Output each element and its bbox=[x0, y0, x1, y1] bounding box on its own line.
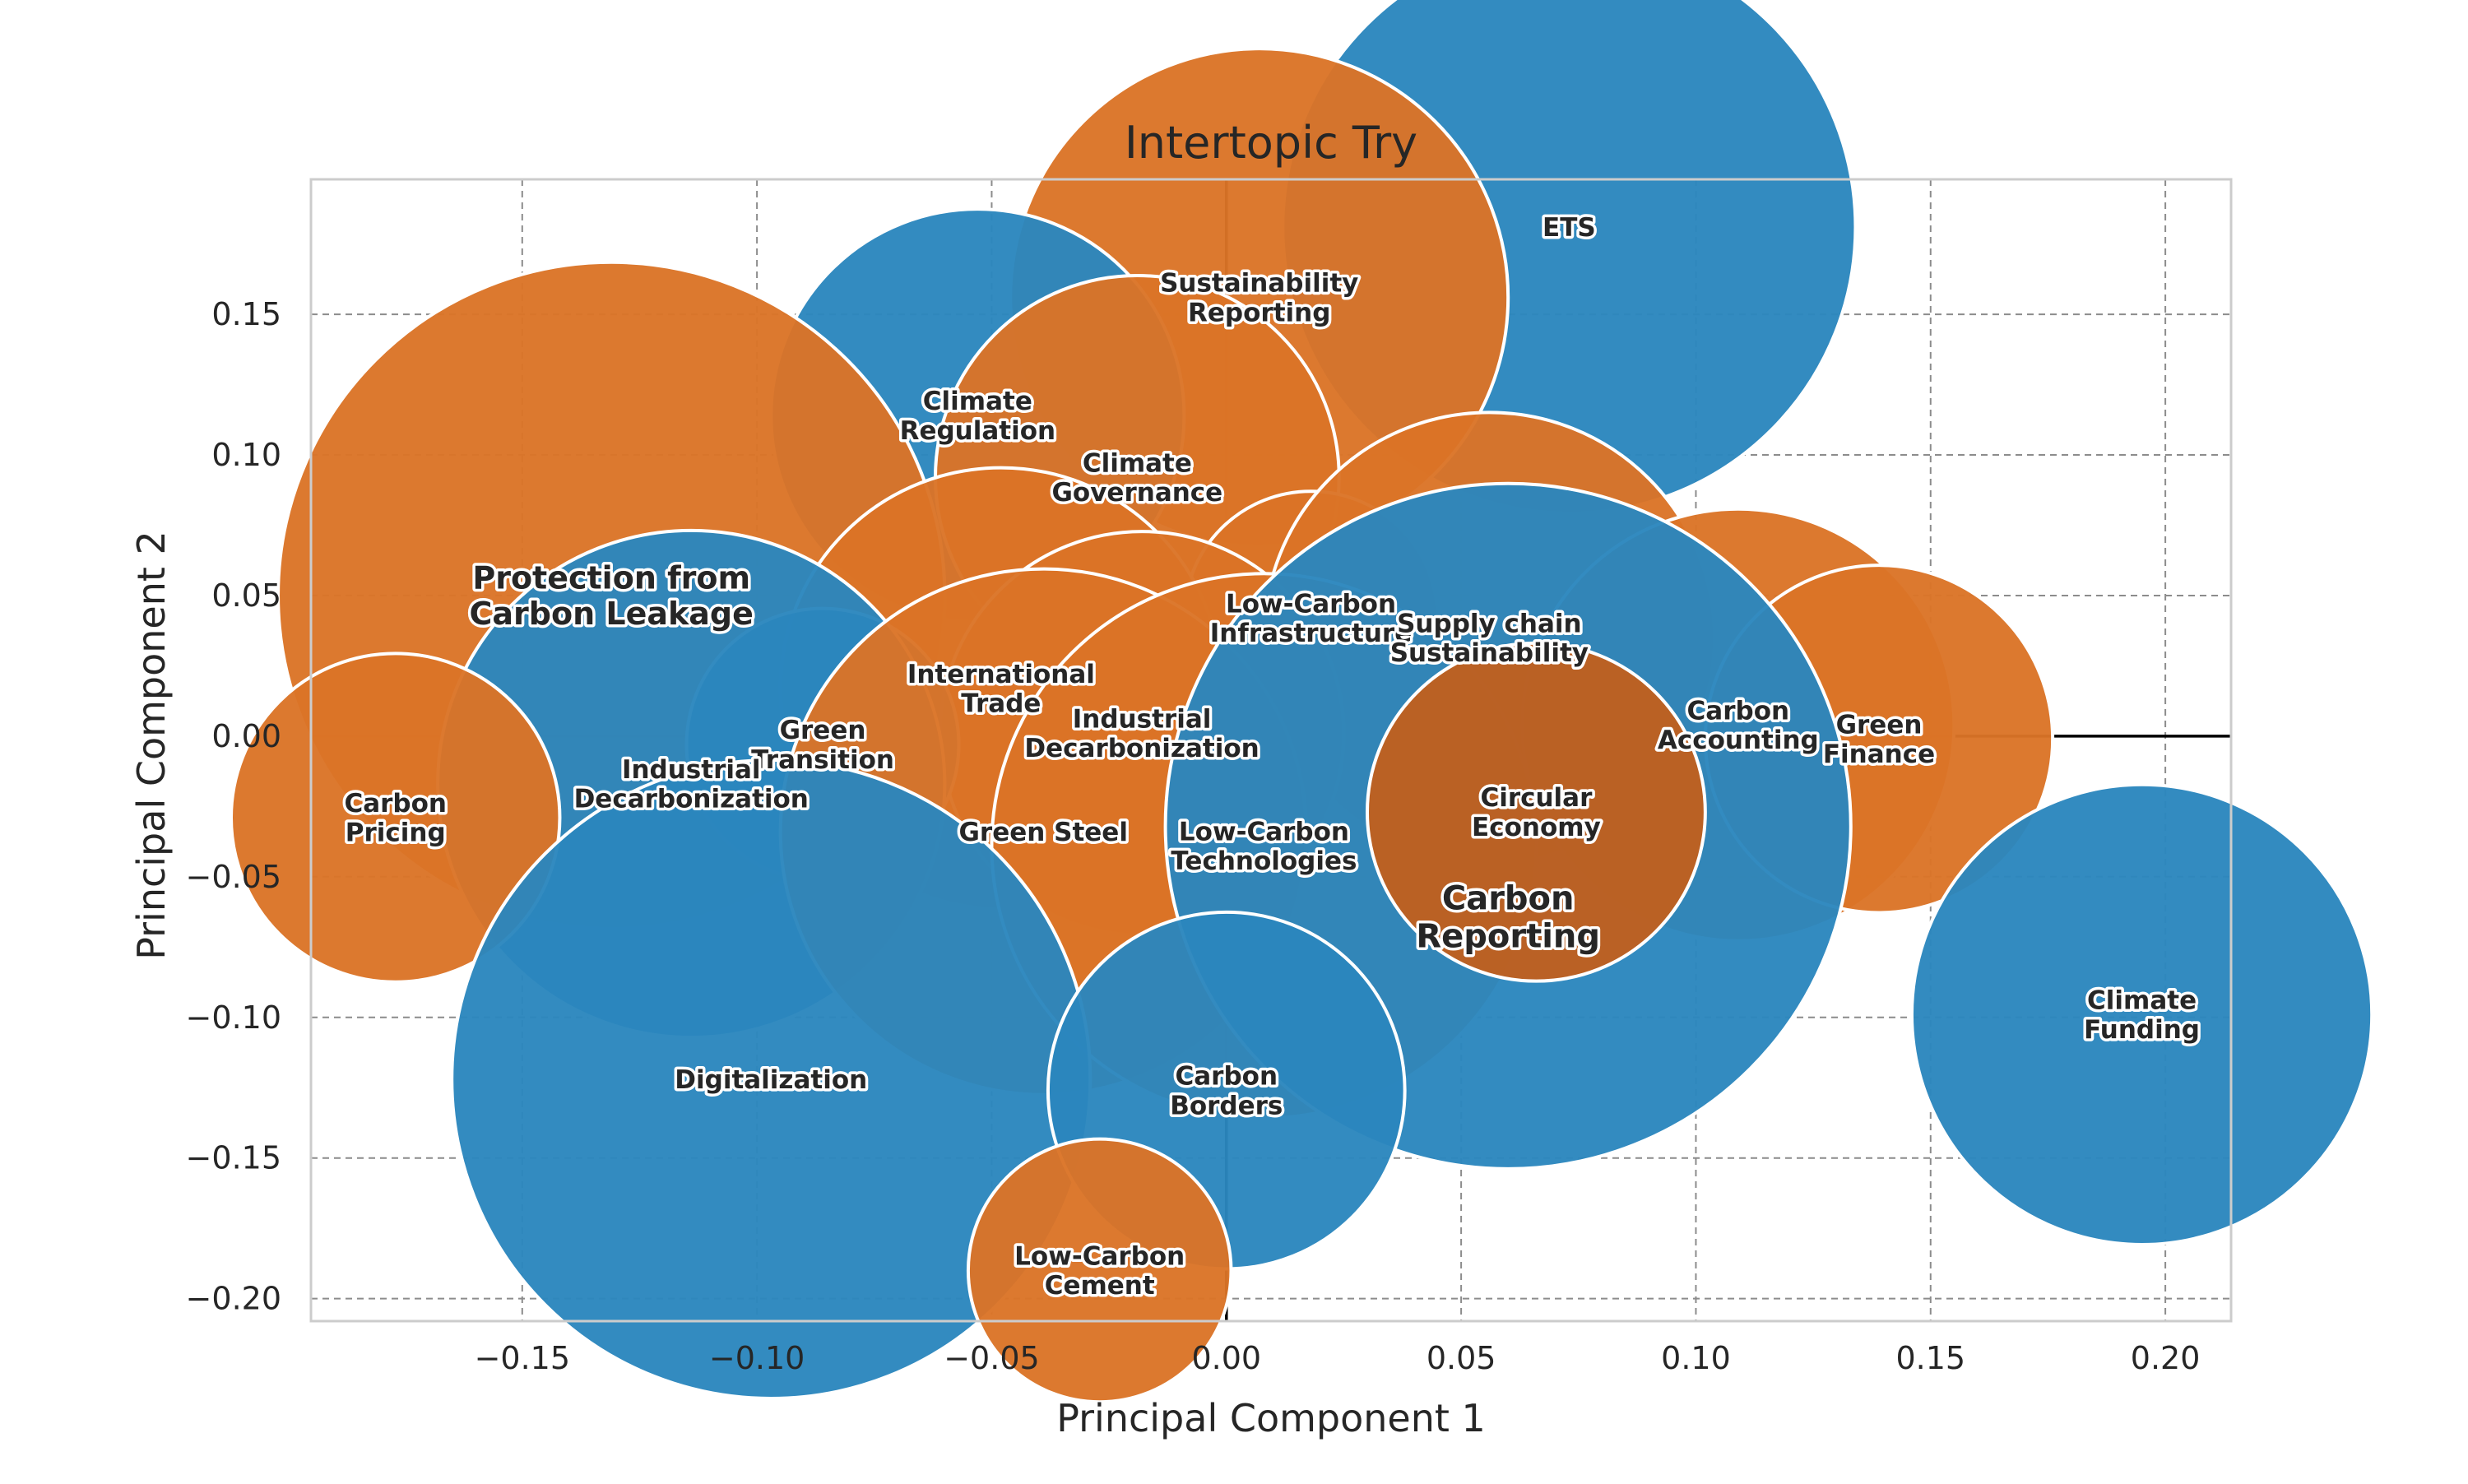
bubble-label-line: Green Steel bbox=[958, 818, 1127, 847]
bubble-label-line: Decarbonization bbox=[574, 785, 809, 814]
bubble-label-line: Reporting bbox=[1188, 298, 1330, 327]
bubble-label-line: Carbon bbox=[344, 789, 447, 819]
bubble-label-line: Low-Carbon bbox=[1014, 1241, 1185, 1271]
bubble-label-line: Digitalization bbox=[675, 1065, 867, 1095]
x-axis-title: Principal Component 1 bbox=[1056, 1396, 1486, 1440]
bubble-label: Protection from Carbon Leakage bbox=[470, 559, 754, 632]
y-axis-title: Principal Component 2 bbox=[129, 531, 174, 960]
y-tick-label: 0.15 bbox=[211, 296, 281, 332]
x-tick-label: 0.20 bbox=[2131, 1340, 2201, 1376]
bubble-label-line: Low-Carbon bbox=[1226, 589, 1396, 619]
bubble-label-line: Climate bbox=[923, 387, 1032, 416]
bubble-label-line: Pricing bbox=[346, 819, 446, 848]
bubble-layer bbox=[229, 0, 2374, 1404]
bubble-label: Digitalization bbox=[675, 1065, 867, 1095]
y-tick-label: 0.00 bbox=[211, 718, 281, 754]
bubble-label-line: Economy bbox=[1472, 813, 1601, 842]
bubble-label: Industrial Decarbonization bbox=[574, 755, 809, 814]
bubble-label-line: Carbon bbox=[1687, 696, 1790, 726]
x-tick-label: −0.15 bbox=[475, 1340, 570, 1376]
x-tick-label: 0.10 bbox=[1661, 1340, 1731, 1376]
y-tick-label: −0.20 bbox=[186, 1281, 281, 1317]
bubble-label: Carbon Borders bbox=[1170, 1062, 1283, 1121]
bubble-label-line: Accounting bbox=[1658, 726, 1819, 755]
bubble-label: Carbon Reporting bbox=[1416, 879, 1600, 955]
bubble-label-line: Trade bbox=[961, 689, 1041, 718]
bubble-label: Green Transition bbox=[751, 716, 894, 775]
x-tick-label: −0.10 bbox=[709, 1340, 805, 1376]
bubble-label-line: Green bbox=[780, 716, 866, 745]
bubble-label-line: Reporting bbox=[1416, 917, 1600, 955]
tick-label-layer: −0.15 −0.10 −0.05 0.00 0.05 0.10 0.15 0.20 0.15 0… bbox=[186, 296, 2201, 1376]
bubble-label-line: Green bbox=[1836, 710, 1923, 740]
bubble-label-line: Climate bbox=[2087, 985, 2197, 1015]
bubble-label-line: Carbon bbox=[1442, 879, 1575, 917]
bubble-label: ETS bbox=[1542, 213, 1596, 243]
y-tick-label: −0.15 bbox=[186, 1140, 281, 1176]
y-tick-label: 0.10 bbox=[211, 437, 281, 473]
bubble-label-line: Climate bbox=[1083, 448, 1192, 478]
bubble-label-line: Borders bbox=[1170, 1091, 1283, 1120]
bubble-label-line: Industrial bbox=[1073, 705, 1212, 735]
x-tick-label: −0.05 bbox=[944, 1340, 1039, 1376]
bubble-label-line: Decarbonization bbox=[1024, 734, 1259, 763]
x-tick-label: 0.15 bbox=[1895, 1340, 1965, 1376]
bubble-label-line: Carbon Leakage bbox=[470, 596, 754, 632]
bubble-label-line: Governance bbox=[1051, 478, 1222, 508]
bubble-label-line: Sustainability bbox=[1160, 269, 1358, 299]
bubble-label-line: Cement bbox=[1045, 1271, 1155, 1301]
bubble-label-line: Funding bbox=[2084, 1015, 2200, 1045]
bubble-label: Supply chain Sustainability bbox=[1390, 609, 1589, 668]
bubble-label-line: Technologies bbox=[1171, 846, 1357, 876]
bubble-label-line: Sustainability bbox=[1390, 638, 1589, 668]
bubble-label: Carbon Pricing bbox=[344, 789, 447, 848]
plot-frame bbox=[309, 178, 2233, 1323]
bubble-label: Industrial Decarbonization bbox=[1024, 705, 1259, 764]
bubble-label: Low-Carbon Technologies bbox=[1171, 817, 1357, 876]
y-tick-label: −0.05 bbox=[186, 859, 281, 895]
bubble-label-line: Industrial bbox=[622, 755, 761, 785]
bubble-label-line: Infrastructure bbox=[1210, 619, 1413, 648]
bubble-label: Sustainability Reporting bbox=[1160, 269, 1358, 328]
bubble-label-line: Protection from bbox=[472, 559, 750, 596]
bubble-label: Low-Carbon Infrastructure bbox=[1210, 589, 1413, 648]
bubble-low-carbon-cement bbox=[966, 1137, 1233, 1404]
bubble-label-line: ETS bbox=[1542, 213, 1596, 243]
bubble-circular-economy bbox=[1365, 641, 1707, 983]
bubble-label: Green Finance bbox=[1823, 710, 1935, 769]
bubble-label-line: Low-Carbon bbox=[1179, 817, 1349, 846]
bubble-label-line: Regulation bbox=[900, 416, 1056, 446]
bubble-label: International Trade bbox=[907, 660, 1095, 719]
bubble-label-line: Finance bbox=[1823, 740, 1935, 769]
bubble-label: Circular Economy bbox=[1472, 783, 1601, 842]
bubble-label-line: Carbon bbox=[1176, 1062, 1278, 1092]
bubble-label-line: International bbox=[907, 660, 1095, 689]
bubble-label-line: Transition bbox=[751, 745, 894, 775]
y-tick-label: 0.05 bbox=[211, 577, 281, 614]
bubble-label: Carbon Accounting bbox=[1658, 696, 1819, 755]
bubble-label: Low-Carbon Cement bbox=[1014, 1241, 1185, 1301]
bubble-label-line: Circular bbox=[1480, 783, 1593, 813]
bubble-label: Climate Regulation bbox=[900, 387, 1056, 446]
plot-border bbox=[309, 178, 2233, 1323]
bubble-climate-funding bbox=[1909, 782, 2374, 1246]
bubble-carbon-pricing bbox=[229, 652, 562, 984]
y-tick-label: −0.10 bbox=[186, 999, 281, 1036]
chart-title: Intertopic Try bbox=[1125, 117, 1417, 169]
x-tick-label: 0.05 bbox=[1427, 1340, 1496, 1376]
bubble-label: Climate Funding bbox=[2084, 985, 2200, 1045]
bubble-label-line: Supply chain bbox=[1397, 609, 1581, 638]
bubble-label: Climate Governance bbox=[1051, 448, 1222, 508]
x-tick-label: 0.00 bbox=[1191, 1340, 1261, 1376]
bubble-label: Green Steel bbox=[958, 818, 1127, 847]
